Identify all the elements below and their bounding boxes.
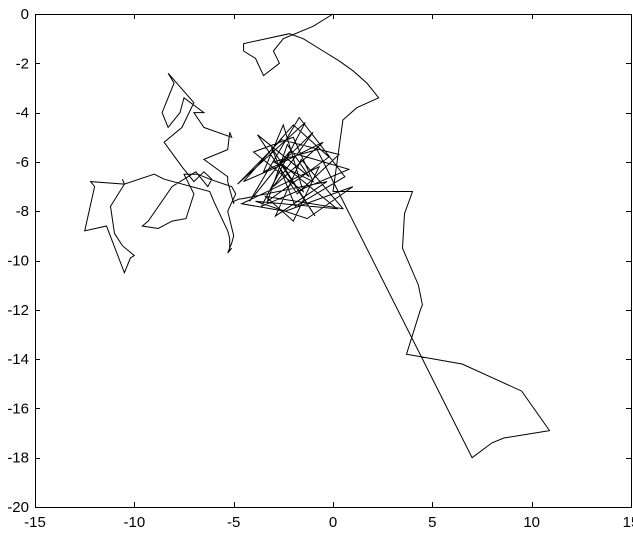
y-tick-label: -18 <box>7 450 29 467</box>
axis-ticks <box>35 14 632 508</box>
x-tick-label: 10 <box>523 514 540 531</box>
x-tick-label: 0 <box>329 514 337 531</box>
x-tick-label: -10 <box>123 514 145 531</box>
y-tick-label: 0 <box>21 6 29 23</box>
x-tick-label: -5 <box>227 514 240 531</box>
x-tick-label: -15 <box>24 514 46 531</box>
y-tick-label: -10 <box>7 253 29 270</box>
plot-area-frame <box>35 14 632 508</box>
axis-tick-labels: -15 -10 -5 0 5 10 15 0 -2 -4 -6 -8 -10 -12 -14 -16 -18 -2… <box>7 6 633 531</box>
x-tick-label: 5 <box>428 514 436 531</box>
series-line-1 <box>84 13 551 459</box>
y-tick-label: -20 <box>7 499 29 516</box>
y-tick-label: -16 <box>7 400 29 417</box>
y-tick-label: -14 <box>7 351 29 368</box>
y-tick-label: -6 <box>16 154 29 171</box>
y-tick-label: -12 <box>7 302 29 319</box>
y-tick-label: -4 <box>16 105 29 122</box>
y-tick-label: -8 <box>16 203 29 220</box>
x-tick-label: 15 <box>623 514 633 531</box>
y-tick-label: -2 <box>16 55 29 72</box>
series-layer <box>84 13 551 459</box>
